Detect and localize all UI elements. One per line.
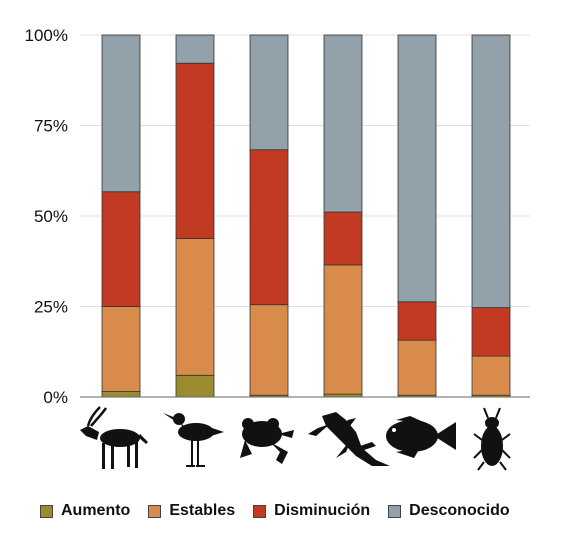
bar-segment: [397, 301, 437, 341]
legend-item: Estables: [148, 502, 235, 520]
bar-segment: [175, 238, 215, 376]
bar-segment: [471, 34, 511, 308]
lizard-icon: [308, 412, 390, 466]
frog-icon: [240, 418, 294, 464]
grid-lines: [80, 34, 530, 307]
legend-label: Disminución: [274, 502, 371, 519]
y-tick-label: 75%: [34, 117, 68, 136]
bar-segment: [323, 211, 363, 266]
legend-swatch: [40, 504, 53, 518]
bar-segment: [249, 304, 289, 396]
legend-swatch: [388, 504, 402, 518]
bar-segment: [101, 191, 141, 307]
bar-segment: [323, 34, 363, 213]
bar-segment: [471, 355, 511, 396]
bar-segment: [249, 34, 289, 151]
legend-swatch: [253, 504, 267, 518]
legend-label: Desconocido: [409, 502, 510, 519]
y-axis-ticks: 0% 25% 50% 75% 100%: [25, 26, 68, 407]
bar-segment: [101, 306, 141, 392]
legend-label: Estables: [169, 502, 236, 519]
shorebird-icon: [163, 413, 224, 467]
y-tick-label: 25%: [34, 298, 68, 317]
bar-segment: [397, 34, 437, 303]
beetle-icon: [473, 407, 511, 471]
y-tick-label: 50%: [34, 207, 68, 226]
legend-item: Desconocido: [388, 502, 510, 520]
bar-segment: [323, 264, 363, 395]
bar-segment: [175, 62, 215, 239]
bar-segment: [101, 391, 141, 398]
legend-swatch: [148, 504, 162, 518]
fish-icon: [386, 416, 456, 458]
legend-item: Disminución: [253, 502, 370, 520]
bar-segment: [101, 34, 141, 193]
bar-segment: [175, 34, 215, 64]
y-tick-label: 100%: [25, 26, 68, 45]
bar-segment: [397, 339, 437, 396]
legend-item: Aumento: [40, 502, 130, 520]
bar-segment: [471, 307, 511, 357]
antelope-icon: [80, 406, 148, 469]
y-tick-label: 0%: [43, 388, 68, 407]
legend: Aumento Estables Disminución Desconocido: [40, 498, 560, 524]
bar-segment: [175, 374, 215, 398]
legend-label: Aumento: [61, 502, 131, 519]
bars: [101, 34, 511, 398]
bar-segment: [249, 149, 289, 306]
